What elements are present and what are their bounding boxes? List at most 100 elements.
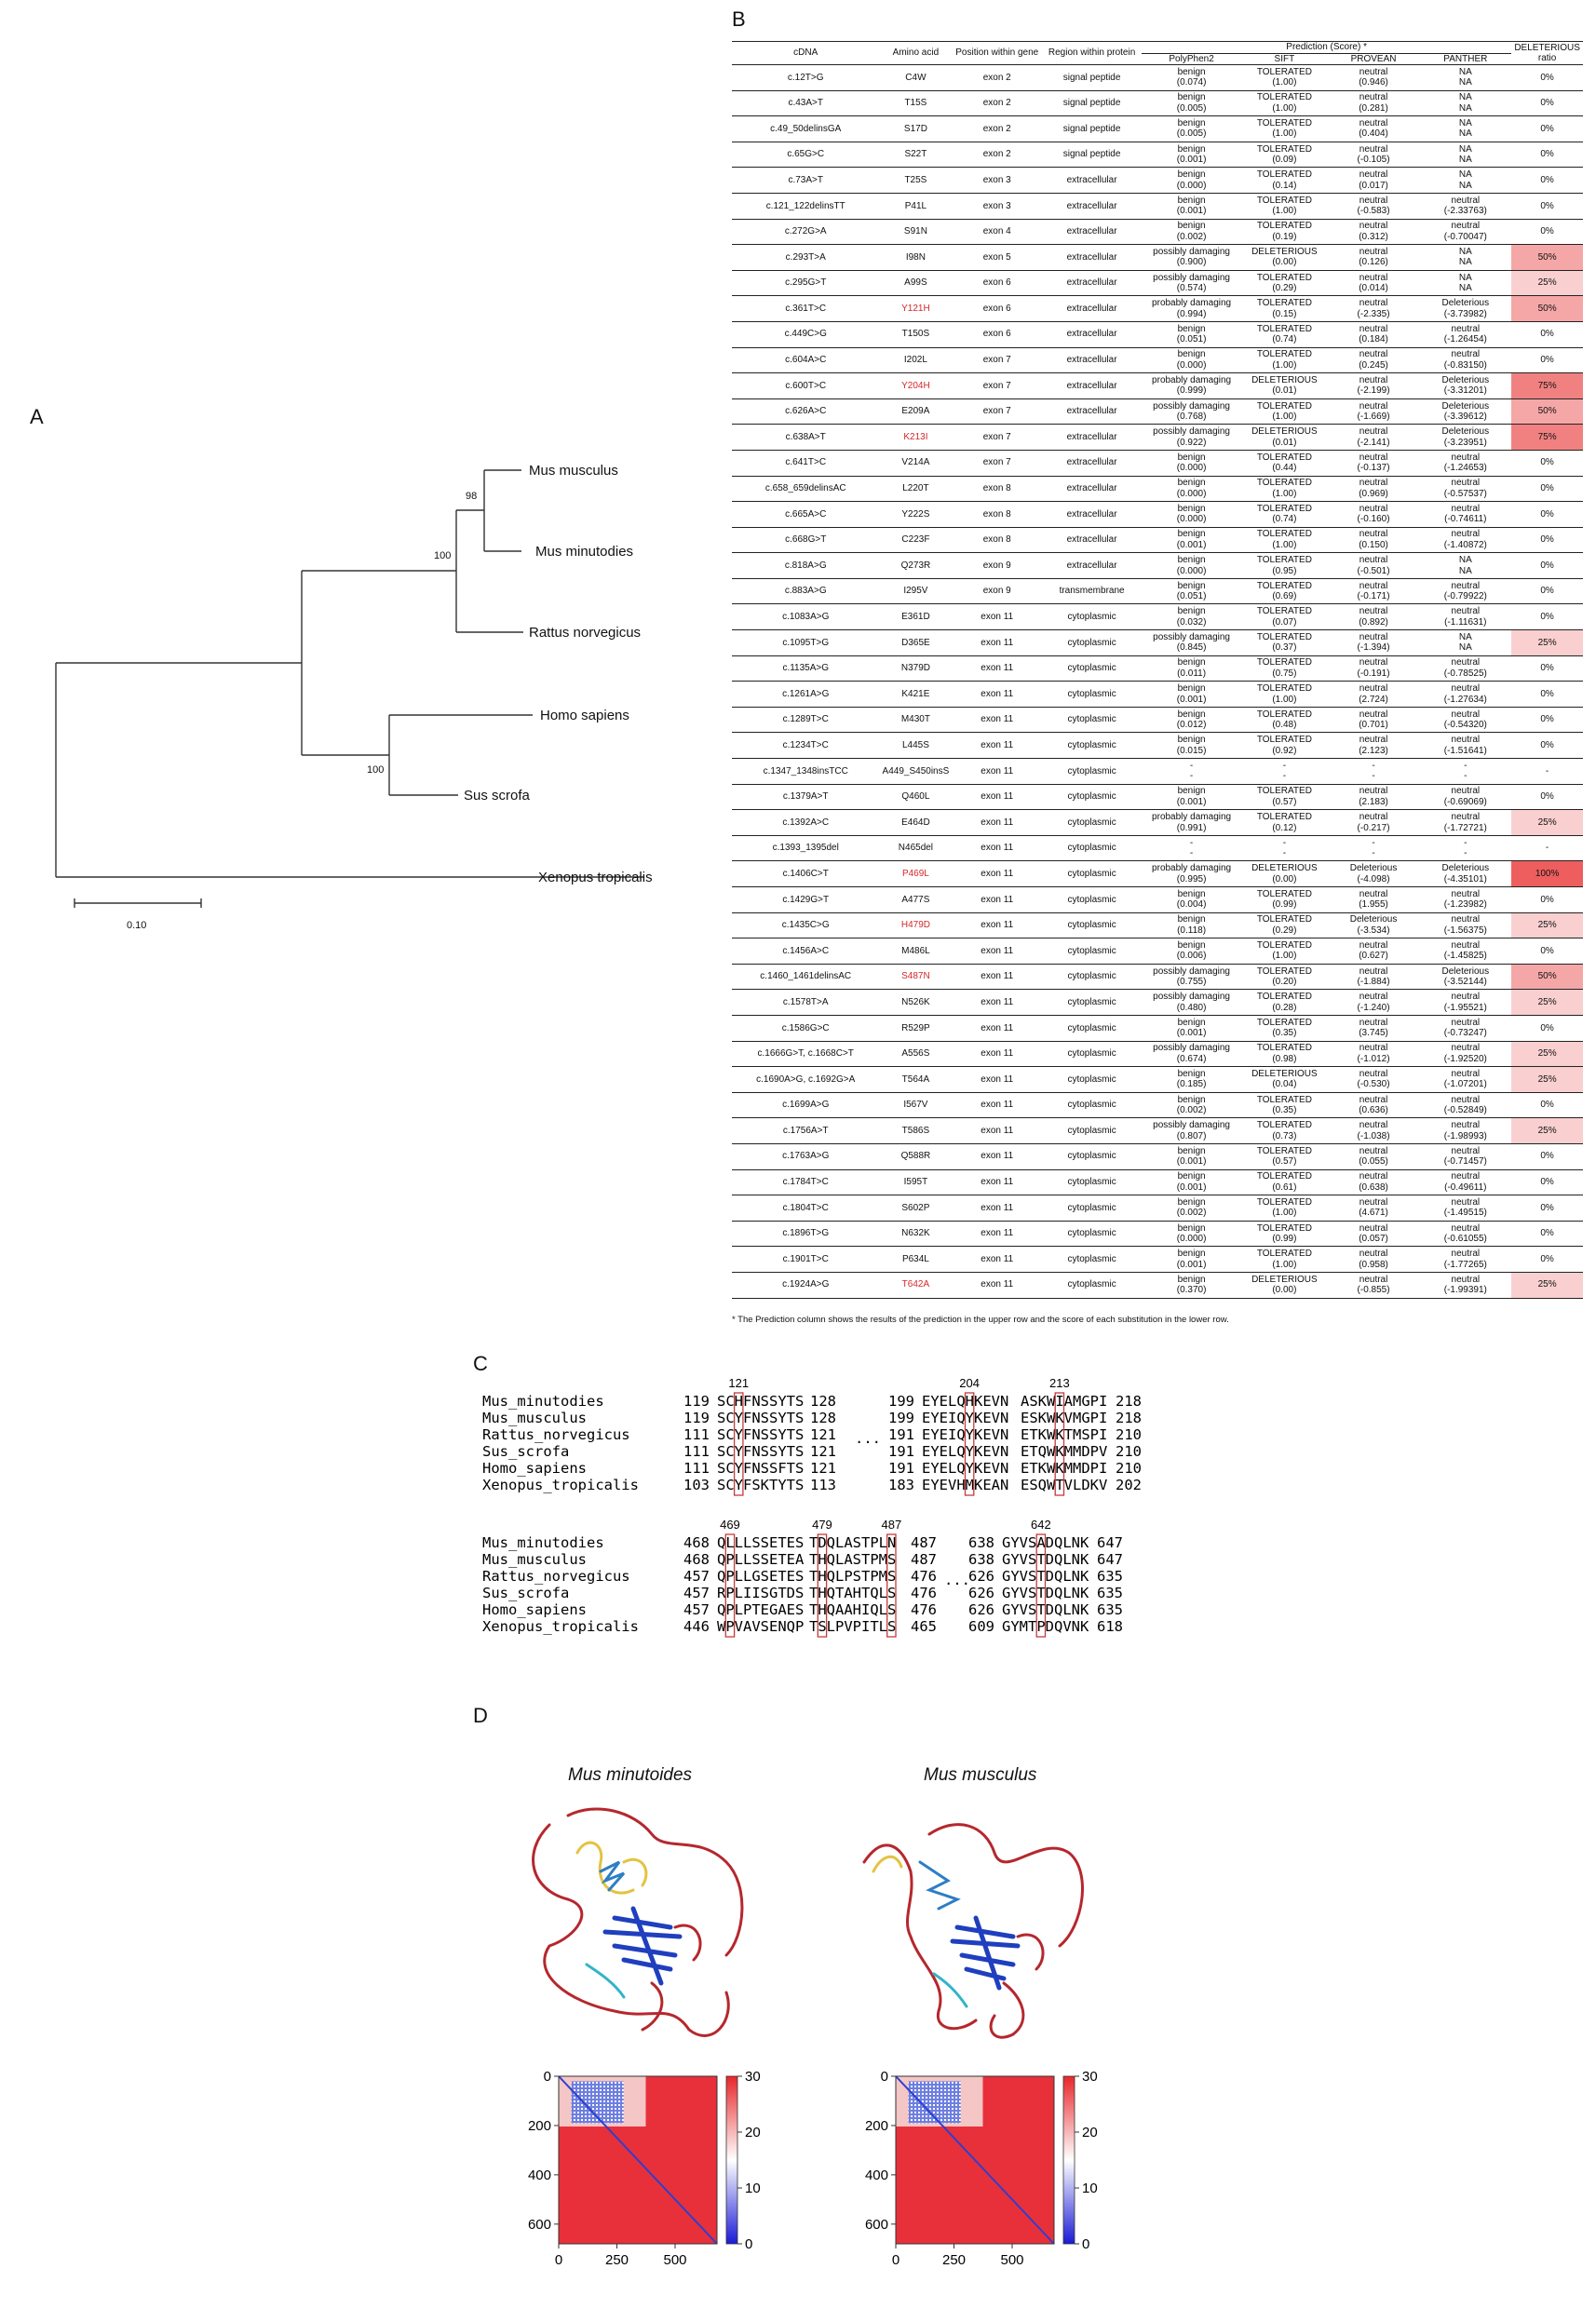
position-value: exon 11: [981, 1202, 1014, 1213]
sift-score: (1.00): [1272, 539, 1297, 550]
cell-region: cytoplasmic: [1042, 1143, 1142, 1169]
provean-score: -: [1372, 848, 1375, 859]
aa-value: E361D: [901, 612, 930, 623]
cell-polyphen: possibly damaging (0.755): [1142, 964, 1241, 990]
table-row: c.1347_1348insTCC A449_S450insS exon 11 cyt…: [732, 758, 1583, 785]
ratio-value: 0%: [1540, 663, 1554, 674]
cell-provean: neutral (0.701): [1328, 707, 1420, 733]
alignment-end: 476: [911, 1601, 937, 1618]
table-row: c.1896T>G N632K exon 11 cytoplasmic benign (0…: [732, 1221, 1583, 1247]
cell-provean: neutral (-0.583): [1328, 193, 1420, 219]
position-value: exon 7: [982, 406, 1011, 417]
provean-score: (0.404): [1359, 128, 1388, 140]
cell-panther: neutral (-1.77265): [1419, 1247, 1511, 1273]
cell-provean: neutral (0.969): [1328, 476, 1420, 502]
table-row: c.1460_1461delinsAC S487N exon 11 cytoplasm…: [732, 964, 1583, 990]
region-value: extracellular: [1066, 534, 1117, 546]
cell-aa: T586S: [879, 1118, 952, 1144]
cell-panther: Deleterious (-3.39612): [1419, 398, 1511, 425]
region-value: cytoplasmic: [1067, 1253, 1116, 1264]
cell-position: exon 11: [952, 1169, 1042, 1195]
region-value: cytoplasmic: [1067, 714, 1116, 725]
ratio-value: 0%: [1540, 1022, 1554, 1033]
alignment-start: 191: [888, 1426, 914, 1443]
cell-cdna: c.1135A>G: [732, 655, 879, 682]
region-value: extracellular: [1066, 355, 1117, 366]
alignment-end: 487: [911, 1551, 937, 1568]
sift-score: (1.00): [1272, 412, 1297, 423]
alignment-highlight-box: [817, 1533, 828, 1638]
cell-aa: I202L: [879, 347, 952, 373]
panther-pred: NA: [1458, 246, 1472, 257]
cell-polyphen: benign (0.000): [1142, 450, 1241, 476]
polyphen-score: (0.011): [1177, 668, 1207, 679]
table-row: c.272G>A S91N exon 4 extracellular benign (0.…: [732, 219, 1583, 245]
region-value: extracellular: [1066, 303, 1117, 314]
cell-region: extracellular: [1042, 270, 1142, 296]
provean-score: (-1.669): [1357, 412, 1390, 423]
cell-aa: I295V: [879, 578, 952, 604]
alignment-species-name: Homo_sapiens: [482, 1460, 587, 1477]
provean-pred: neutral: [1359, 555, 1388, 566]
alignment-highlight-box: [964, 1392, 975, 1496]
cell-panther: neutral (-0.74611): [1419, 502, 1511, 528]
alignment-end: 618: [1097, 1618, 1123, 1635]
panther-pred: neutral: [1451, 1249, 1481, 1260]
sift-score: -: [1282, 771, 1287, 782]
cell-provean: neutral (-1.012): [1328, 1041, 1420, 1067]
alignment-start: 199: [888, 1410, 914, 1426]
cell-sift: TOLERATED (1.00): [1241, 682, 1328, 708]
sift-score: (0.01): [1272, 385, 1297, 397]
aa-value: P469L: [901, 868, 929, 879]
polyphen-pred: -: [1189, 760, 1194, 771]
aa-value: I202L: [903, 355, 927, 366]
cell-polyphen: possibly damaging (0.674): [1142, 1041, 1241, 1067]
table-row: c.604A>C I202L exon 7 extracellular benign (0…: [732, 347, 1583, 373]
cell-provean: neutral (-0.530): [1328, 1067, 1420, 1093]
polyphen-score: (0.807): [1176, 1130, 1207, 1141]
position-value: exon 8: [982, 534, 1011, 546]
cell-position: exon 7: [952, 347, 1042, 373]
sift-pred: TOLERATED: [1256, 1094, 1312, 1105]
cell-provean: neutral (0.126): [1328, 245, 1420, 271]
polyphen-score: (0.002): [1176, 1105, 1207, 1116]
cell-aa: S602P: [879, 1195, 952, 1222]
bootstrap-label: 100: [434, 550, 451, 561]
cell-panther: Deleterious (-3.31201): [1419, 373, 1511, 399]
alignment-sequence: THQLASTPMS: [809, 1551, 896, 1568]
y-tick-label: 400: [865, 2167, 888, 2183]
provean-pred: neutral: [1359, 374, 1388, 385]
sift-score: (0.15): [1272, 308, 1297, 319]
prediction-table-body: c.12T>G C4W exon 2 signal peptide benign (0.0…: [732, 64, 1583, 1298]
cell-polyphen: benign (0.032): [1142, 604, 1241, 630]
cell-polyphen: benign (0.001): [1142, 1247, 1241, 1273]
cell-sift: TOLERATED (1.00): [1241, 90, 1328, 116]
ratio-value: 0%: [1540, 355, 1554, 366]
cdna-value: c.43A>T: [788, 98, 823, 109]
cell-sift: TOLERATED (0.74): [1241, 321, 1328, 347]
provean-score: (0.245): [1359, 359, 1388, 371]
cdna-value: c.638A>T: [785, 431, 826, 442]
alignment-start: 457: [683, 1585, 710, 1601]
provean-pred: neutral: [1359, 452, 1388, 463]
polyphen-score: (0.922): [1176, 437, 1207, 448]
polyphen-score: (0.005): [1176, 102, 1207, 114]
panther-pred: neutral: [1451, 1274, 1481, 1285]
cell-cdna: c.293T>A: [732, 245, 879, 271]
polyphen-pred: possibly damaging: [1153, 246, 1230, 257]
polyphen-score: (0.001): [1176, 694, 1207, 705]
ratio-value: 0%: [1540, 72, 1554, 83]
cell-aa: V214A: [879, 450, 952, 476]
cdna-value: c.121_122delinsTT: [765, 200, 845, 211]
cell-provean: neutral (-0.160): [1328, 502, 1420, 528]
cell-sift: TOLERATED (0.37): [1241, 630, 1328, 656]
cell-ratio: -: [1511, 835, 1583, 861]
cell-aa: T150S: [879, 321, 952, 347]
panther-score: (-1.77265): [1443, 1259, 1487, 1270]
sift-score: (1.00): [1272, 694, 1297, 705]
panther-score: (-1.72721): [1443, 822, 1487, 833]
ratio-value: 25%: [1537, 1279, 1557, 1290]
aa-value: Y121H: [901, 303, 930, 314]
cell-sift: TOLERATED (0.92): [1241, 733, 1328, 759]
colorbar-tick-label: 10: [745, 2181, 761, 2196]
